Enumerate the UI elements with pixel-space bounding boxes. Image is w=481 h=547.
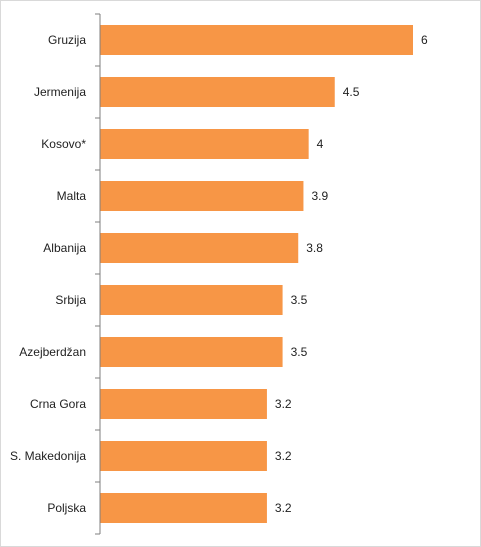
value-label-0: 6 [421,33,428,47]
value-label-4: 3.8 [306,241,323,255]
value-label-5: 3.5 [291,293,308,307]
category-label-6: Azejberdžan [19,345,86,359]
value-label-1: 4.5 [343,85,360,99]
bar-8 [100,441,267,471]
category-label-4: Albanija [43,241,86,255]
category-label-5: Srbija [55,293,86,307]
value-label-2: 4 [317,137,324,151]
bar-0 [100,25,413,55]
category-label-1: Jermenija [34,85,86,99]
bar-3 [100,181,304,211]
category-label-8: S. Makedonija [10,449,86,463]
category-label-0: Gruzija [48,33,86,47]
bar-1 [100,77,335,107]
bar-6 [100,337,283,367]
bar-4 [100,233,299,263]
value-label-9: 3.2 [275,501,292,515]
category-label-7: Crna Gora [30,397,86,411]
value-label-6: 3.5 [291,345,308,359]
bar-5 [100,285,283,315]
bar-7 [100,389,267,419]
category-label-2: Kosovo* [41,137,86,151]
bar-9 [100,493,267,523]
value-label-3: 3.9 [311,189,328,203]
value-label-7: 3.2 [275,397,292,411]
category-label-9: Poljska [47,501,86,515]
bar-2 [100,129,309,159]
value-label-8: 3.2 [275,449,292,463]
category-label-3: Malta [57,189,87,203]
